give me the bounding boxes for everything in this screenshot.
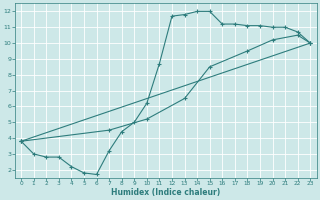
X-axis label: Humidex (Indice chaleur): Humidex (Indice chaleur) xyxy=(111,188,220,197)
